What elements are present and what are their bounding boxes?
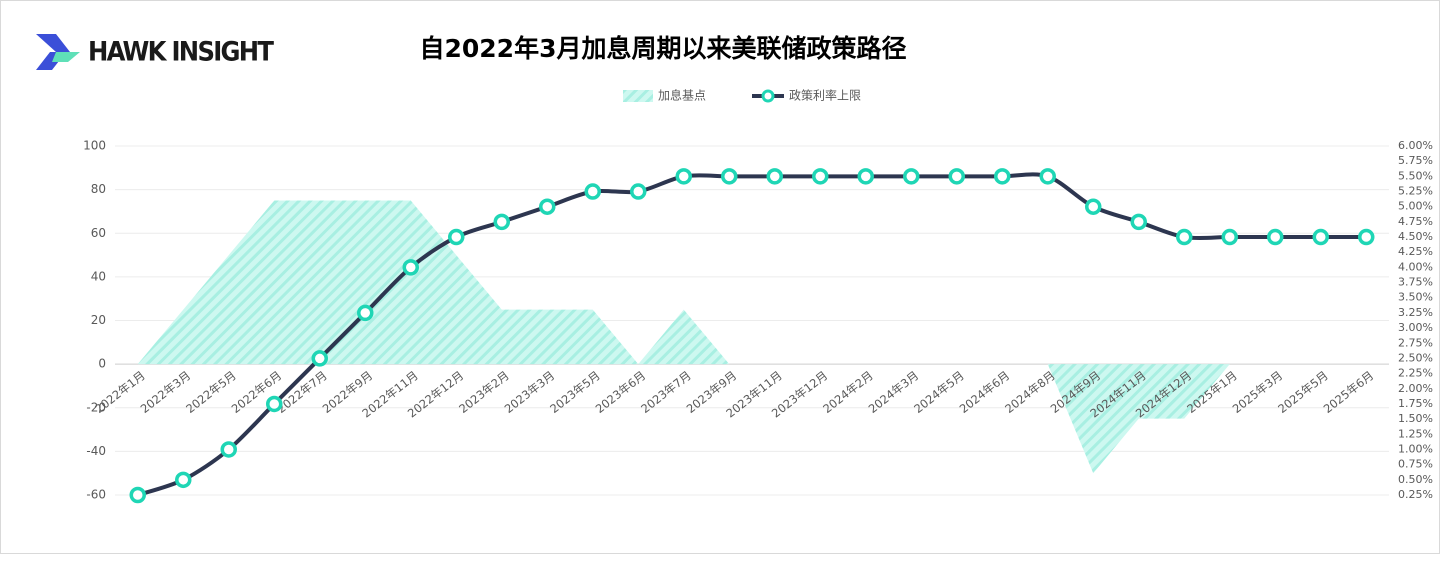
y-tick-label: -60	[86, 488, 106, 502]
marker	[1312, 228, 1329, 246]
y2-tick-label: 1.00%	[1398, 442, 1433, 455]
y2-tick-label: 0.25%	[1398, 488, 1433, 501]
legend-label: 政策利率上限	[789, 88, 861, 103]
marker	[1267, 228, 1284, 246]
marker	[311, 350, 328, 367]
marker	[584, 183, 601, 200]
y2-tick-label: 4.50%	[1398, 230, 1433, 243]
marker	[675, 168, 692, 185]
y-tick-label: -20	[86, 400, 106, 414]
marker	[766, 168, 783, 185]
y2-tick-label: 4.25%	[1398, 245, 1433, 258]
y2-tick-label: 3.00%	[1398, 321, 1433, 334]
marker	[1085, 198, 1102, 215]
legend-swatch	[623, 90, 653, 102]
marker	[1130, 213, 1147, 231]
y2-tick-label: 0.50%	[1398, 473, 1433, 486]
y2-tick-label: 3.75%	[1398, 276, 1433, 289]
y2-tick-label: 4.75%	[1398, 215, 1433, 228]
marker	[448, 228, 465, 246]
marker	[1039, 168, 1056, 185]
y-tick-label: 60	[91, 226, 106, 240]
marker	[539, 198, 556, 215]
marker	[857, 168, 874, 185]
marker	[903, 168, 920, 185]
y2-tick-label: 4.00%	[1398, 260, 1433, 273]
y2-tick-label: 2.25%	[1398, 367, 1433, 380]
y2-tick-label: 5.75%	[1398, 154, 1433, 167]
y-tick-label: -40	[86, 444, 106, 458]
area	[137, 200, 1367, 474]
marker	[630, 183, 647, 200]
marker	[994, 168, 1011, 185]
y-tick-label: 0	[98, 357, 106, 371]
marker	[1221, 228, 1238, 246]
chart-title: 自2022年3月加息周期以来美联储政策路径	[420, 34, 907, 63]
logo-icon	[36, 34, 80, 70]
y2-tick-label: 2.75%	[1398, 336, 1433, 349]
y2-tick-label: 0.75%	[1398, 458, 1433, 471]
marker	[266, 395, 283, 413]
y2-tick-label: 5.00%	[1398, 200, 1433, 213]
marker	[357, 304, 374, 322]
marker	[402, 259, 419, 276]
y2-tick-label: 1.25%	[1398, 427, 1433, 440]
marker	[129, 486, 146, 504]
y2-tick-label: 1.50%	[1398, 412, 1433, 425]
y2-tick-label: 5.50%	[1398, 169, 1433, 182]
line	[137, 172, 1367, 497]
y2-tick-label: 2.50%	[1398, 351, 1433, 364]
marker	[220, 441, 237, 458]
legend-label: 加息基点	[658, 88, 706, 103]
y2-tick-label: 6.00%	[1398, 139, 1433, 152]
marker	[812, 168, 829, 185]
y-tick-label: 40	[91, 269, 106, 283]
y2-tick-label: 2.00%	[1398, 382, 1433, 395]
marker	[1176, 228, 1193, 246]
y-tick-label: 20	[91, 313, 106, 327]
marker	[493, 213, 510, 231]
marker	[721, 168, 738, 185]
y2-tick-label: 3.50%	[1398, 291, 1433, 304]
y2-tick-label: 1.75%	[1398, 397, 1433, 410]
marker	[948, 168, 965, 185]
y2-tick-label: 5.25%	[1398, 185, 1433, 198]
y2-tick-label: 3.25%	[1398, 306, 1433, 319]
y-tick-label: 100	[83, 139, 106, 153]
y-tick-label: 80	[91, 182, 106, 196]
legend-swatch	[761, 89, 775, 103]
marker	[1358, 228, 1375, 246]
marker	[175, 471, 192, 489]
logo-text: HAWK INSIGHT	[88, 37, 274, 68]
